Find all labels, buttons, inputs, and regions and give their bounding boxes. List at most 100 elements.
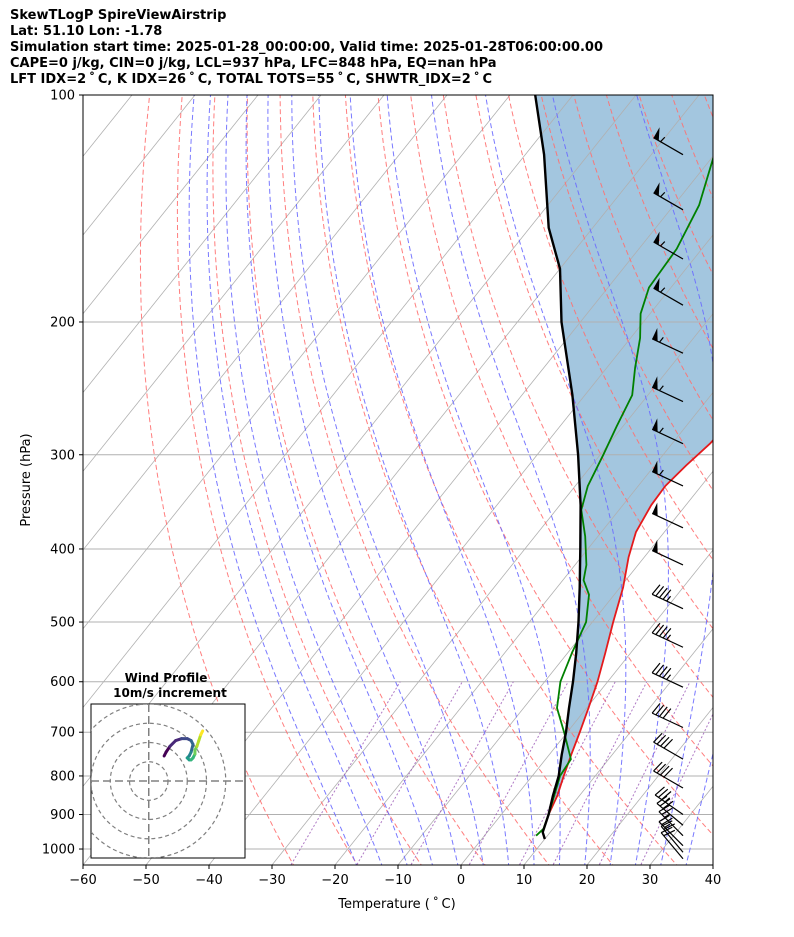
x-tick-label: −40	[195, 873, 222, 888]
dry-adiabat-line	[246, 95, 486, 865]
wind-barb	[651, 376, 684, 403]
hodograph-title: Wind Profile	[125, 671, 208, 685]
dry-adiabat-line	[344, 95, 678, 865]
dry-adiabat-line	[139, 95, 295, 865]
x-tick-label: −50	[132, 873, 159, 888]
wind-barb	[651, 460, 684, 487]
x-tick-label: 30	[642, 873, 659, 888]
dry-adiabat-line	[730, 78, 794, 868]
wind-barb	[653, 231, 684, 260]
dry-adiabat-line	[212, 95, 422, 865]
wind-barb	[651, 539, 684, 566]
hodograph-subtitle: 10m/s increment	[113, 686, 227, 700]
moist-adiabat-line	[318, 95, 510, 865]
wind-barb	[651, 703, 684, 729]
wind-barb	[651, 418, 684, 445]
isotherm-line	[523, 628, 713, 865]
isotherm-line	[776, 95, 794, 865]
wind-barb	[651, 502, 684, 529]
profile-lines	[534, 95, 713, 840]
wind-barb	[658, 804, 684, 837]
moist-adiabat-line	[267, 95, 459, 865]
y-tick-label: 1000	[42, 843, 75, 858]
wind-barb	[651, 662, 684, 688]
isotherm-line	[83, 95, 322, 394]
y-tick-label: 100	[50, 89, 75, 104]
chart-header: SkewTLogP SpireViewAirstrip Lat: 51.10 L…	[10, 8, 603, 88]
isotherm-line	[83, 95, 259, 315]
plot-area	[83, 78, 794, 868]
y-tick-label: 800	[50, 769, 75, 784]
axes: −60 −50 −40 −30 −20 −10 0 10 20 30 40 100 200 300 400 5…	[42, 89, 721, 889]
dry-adiabat-line	[312, 95, 614, 865]
hodograph-segment	[199, 729, 205, 737]
dry-adiabat-line	[377, 95, 713, 836]
index-line: LFT IDX=2 ˚ C, K IDX=26 ˚ C, TOTAL TOTS=…	[10, 72, 493, 87]
cape-shade-area	[535, 95, 713, 839]
reference-lines	[139, 78, 794, 868]
moist-adiabat-line	[636, 95, 713, 865]
isotherm-line	[83, 95, 511, 630]
moist-adiabat-line	[551, 95, 669, 865]
dry-adiabat-line	[410, 95, 713, 767]
y-tick-label: 300	[50, 448, 75, 463]
mixing-ratio-line	[518, 681, 616, 865]
moist-adiabat-line	[485, 95, 627, 865]
cape-cin-shading	[535, 95, 713, 839]
cape-line: CAPE=0 j/kg, CIN=0 j/kg, LCL=937 hPa, LF…	[10, 56, 497, 71]
wind-barb	[660, 826, 684, 860]
dry-adiabat-line	[176, 95, 358, 865]
wind-barb	[651, 327, 684, 354]
dry-adiabat-line	[763, 78, 794, 868]
x-tick-label: −60	[69, 873, 96, 888]
y-tick-label: 900	[50, 808, 75, 823]
dry-adiabat-line	[279, 95, 550, 865]
wind-barb	[658, 814, 684, 847]
isotherm-line	[460, 549, 713, 865]
x-tick-label: 0	[457, 873, 465, 888]
station-title: SkewTLogP SpireViewAirstrip	[10, 8, 227, 23]
x-axis-label: Temperature ( ˚ C)	[337, 896, 455, 912]
moist-adiabat-line	[188, 95, 358, 865]
y-tick-label: 400	[50, 542, 75, 557]
isotherm-line	[83, 95, 196, 236]
mixing-ratio-line	[640, 712, 713, 865]
x-tick-label: 20	[579, 873, 596, 888]
x-tick-label: −30	[258, 873, 285, 888]
mixing-ratio-line	[290, 681, 401, 865]
isotherm-line	[83, 95, 574, 709]
wind-barb	[651, 622, 684, 648]
location-line: Lat: 51.10 Lon: -1.78	[10, 24, 163, 39]
wind-barb	[651, 584, 684, 610]
x-tick-label: 10	[516, 873, 533, 888]
time-line: Simulation start time: 2025-01-28_00:00:…	[10, 40, 603, 55]
wind-barb	[653, 277, 684, 306]
dry-adiabat-line	[573, 95, 713, 421]
wind-barbs	[651, 127, 684, 860]
wind-barb	[656, 795, 684, 826]
y-tick-label: 600	[50, 675, 75, 690]
dry-adiabat-line	[475, 95, 713, 630]
isotherm-line	[145, 155, 713, 865]
dry-adiabat-line	[442, 95, 713, 699]
x-tick-label: −20	[321, 873, 348, 888]
wind-barb	[653, 732, 684, 760]
isotherm-line	[586, 706, 713, 865]
isotherm-line	[208, 234, 713, 865]
isotherm-line	[271, 313, 713, 865]
y-tick-label: 200	[50, 315, 75, 330]
moist-adiabat-line	[206, 95, 383, 865]
mixing-ratio-line	[598, 681, 691, 865]
mixing-ratio-line	[552, 681, 648, 865]
isotherm-line	[712, 864, 713, 865]
y-axis-label: Pressure (hPa)	[19, 433, 34, 526]
moist-adiabat-line	[225, 95, 408, 865]
hodograph-inset: Wind Profile 10m/s increment	[90, 671, 246, 859]
parcel-profile-line	[534, 95, 582, 840]
mixing-ratio-line	[356, 681, 463, 865]
dewpoint-line	[535, 155, 713, 837]
dry-adiabat-line	[540, 95, 713, 492]
moist-adiabat-line	[386, 95, 561, 865]
isotherm-line	[83, 95, 448, 551]
